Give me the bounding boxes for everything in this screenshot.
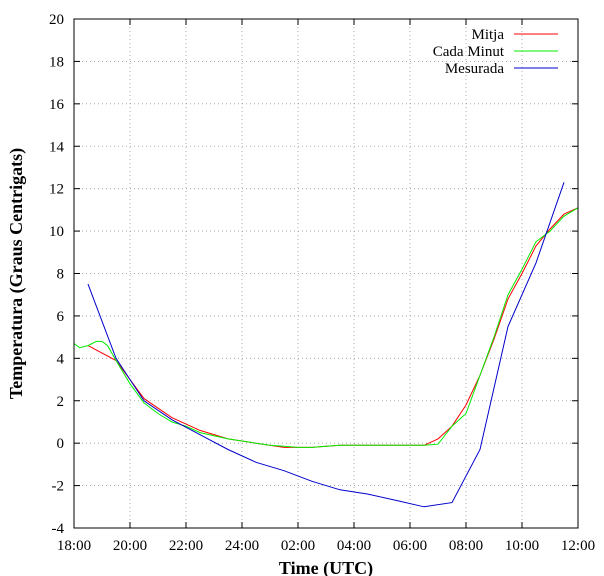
x-tick-label: 24:00 <box>225 538 259 554</box>
cada-minut-line <box>73 207 579 448</box>
x-tick-label: 20:00 <box>113 538 147 554</box>
x-tick-label: 04:00 <box>337 538 371 554</box>
axis-ticks: -4 -2 0 2 4 6 8 10 12 14 16 18 20 18:00 20:00 22:00 24:0… <box>49 12 595 554</box>
y-tick-label: 12 <box>49 182 64 198</box>
y-tick-label: 2 <box>57 394 65 410</box>
legend-cada-minut-label: Cada Minut <box>433 44 505 60</box>
x-tick-label: 22:00 <box>169 538 203 554</box>
x-tick-label: 18:00 <box>57 538 91 554</box>
y-tick-label: -2 <box>52 479 65 495</box>
x-axis-title: Time (UTC) <box>279 558 373 576</box>
y-tick-label: -4 <box>52 521 65 537</box>
x-tick-label: 06:00 <box>393 538 427 554</box>
y-tick-label: 18 <box>49 54 64 70</box>
y-tick-label: 0 <box>57 436 65 452</box>
legend-mesurada-label: Mesurada <box>445 61 504 77</box>
y-tick-label: 16 <box>49 97 65 113</box>
y-tick-label: 10 <box>49 224 64 240</box>
y-tick-label: 8 <box>57 267 65 283</box>
y-tick-label: 14 <box>49 139 65 155</box>
x-tick-label: 02:00 <box>281 538 315 554</box>
grid <box>74 19 578 528</box>
mesurada-line <box>87 182 565 508</box>
y-tick-label: 20 <box>49 12 64 28</box>
y-tick-label: 6 <box>57 309 65 325</box>
x-tick-label: 10:00 <box>505 538 539 554</box>
mitja-line <box>87 207 579 448</box>
x-tick-label: 08:00 <box>449 538 483 554</box>
series-layer <box>73 182 579 508</box>
x-tick-label: 12:00 <box>561 538 595 554</box>
y-axis-title: Temperatura (Graus Centrigats) <box>6 148 27 399</box>
y-tick-label: 4 <box>57 351 65 367</box>
legend-mitja-label: Mitja <box>472 27 505 43</box>
